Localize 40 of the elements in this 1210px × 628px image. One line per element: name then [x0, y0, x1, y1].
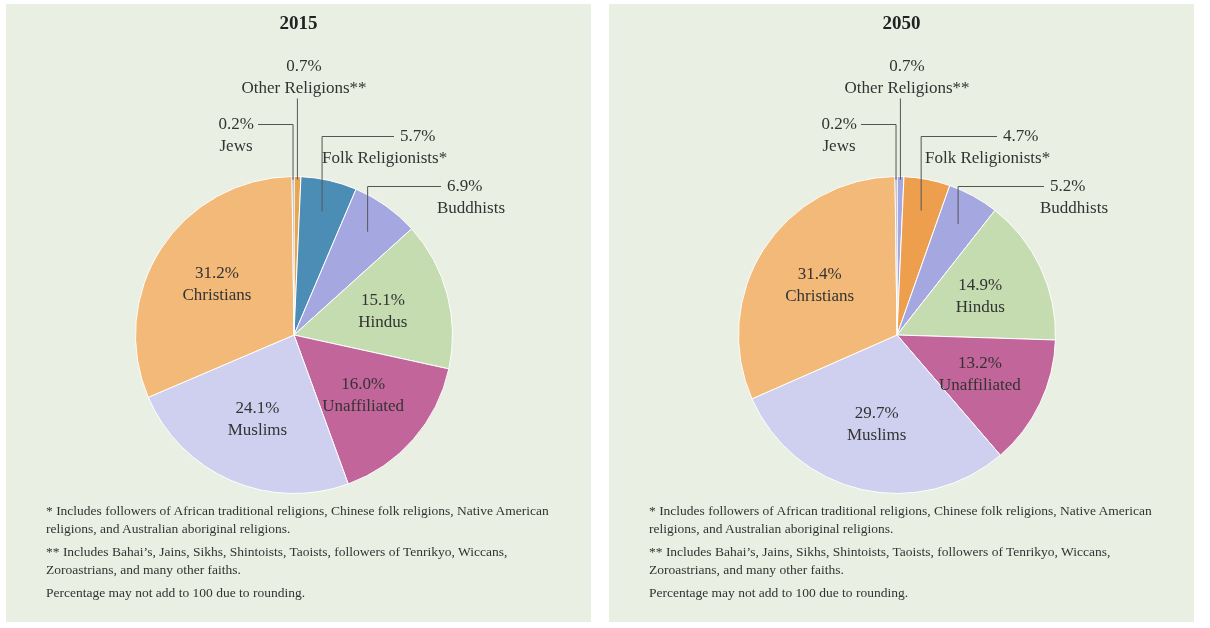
data-label: 16.0% [341, 373, 386, 393]
text: ** Includes Bahai’s, Jains, Sikhs, Shintoists, Taoists, followers of Tenrikyo, Wiccans, Zoroastrians, and many other faiths. [46, 543, 509, 579]
slice-label: Other Religions** [844, 77, 970, 97]
data-label: 24.1% [235, 397, 280, 417]
data-label: 5.2% [1050, 175, 1086, 195]
data-label: 31.4% [797, 263, 842, 283]
data-label: 0.2% [821, 113, 857, 133]
slice-label: Folk Religionists* [322, 147, 448, 167]
data-label: 0.7% [889, 55, 925, 75]
data-label: 6.9% [447, 175, 483, 195]
text: Percentage may not add to 100 due to rounding. [46, 584, 307, 602]
slice-label: Hindus [955, 296, 1005, 316]
slice-label: Unaffiliated [939, 375, 1022, 395]
slice-label: Jews [822, 135, 856, 155]
slice-label: Hindus [358, 311, 408, 331]
data-label: 31.2% [195, 263, 239, 283]
data-label: 0.7% [286, 55, 322, 75]
slice-label: Folk Religionists* [925, 147, 1051, 167]
data-label: 29.7% [854, 403, 899, 423]
text: * Includes followers of African traditional religions, Chinese folk religions, Native American religions, and Australian aboriginal religions. [649, 502, 1153, 538]
data-label: 0.2% [218, 113, 254, 133]
data-label: 4.7% [1003, 125, 1039, 145]
slice-label: Other Religions** [241, 77, 367, 97]
slice-label: Jews [219, 135, 253, 155]
text: ** Includes Bahai’s, Jains, Sikhs, Shintoists, Taoists, followers of Tenrikyo, Wiccans, Zoroastrians, and many other faiths. [649, 543, 1112, 579]
text: * Includes followers of African traditional religions, Chinese folk religions, Native American religions, and Australian aboriginal religions. [46, 502, 550, 538]
slice-label: Unaffiliated [322, 395, 405, 415]
data-label: 14.9% [958, 274, 1003, 294]
slice-label: Buddhists [437, 197, 506, 217]
slice-label: Christians [785, 285, 855, 305]
slice-label: Muslims [846, 425, 907, 445]
text: Percentage may not add to 100 due to rounding. [649, 584, 910, 602]
slice-label: Buddhists [1040, 197, 1109, 217]
data-label: 5.7% [400, 125, 436, 145]
slice-label: Christians [182, 285, 252, 305]
chart-title: 2015 [278, 11, 319, 34]
data-label: 13.2% [957, 353, 1002, 373]
chart-title: 2050 [881, 11, 922, 34]
slice-label: Muslims [227, 419, 288, 439]
data-label: 15.1% [360, 289, 405, 309]
